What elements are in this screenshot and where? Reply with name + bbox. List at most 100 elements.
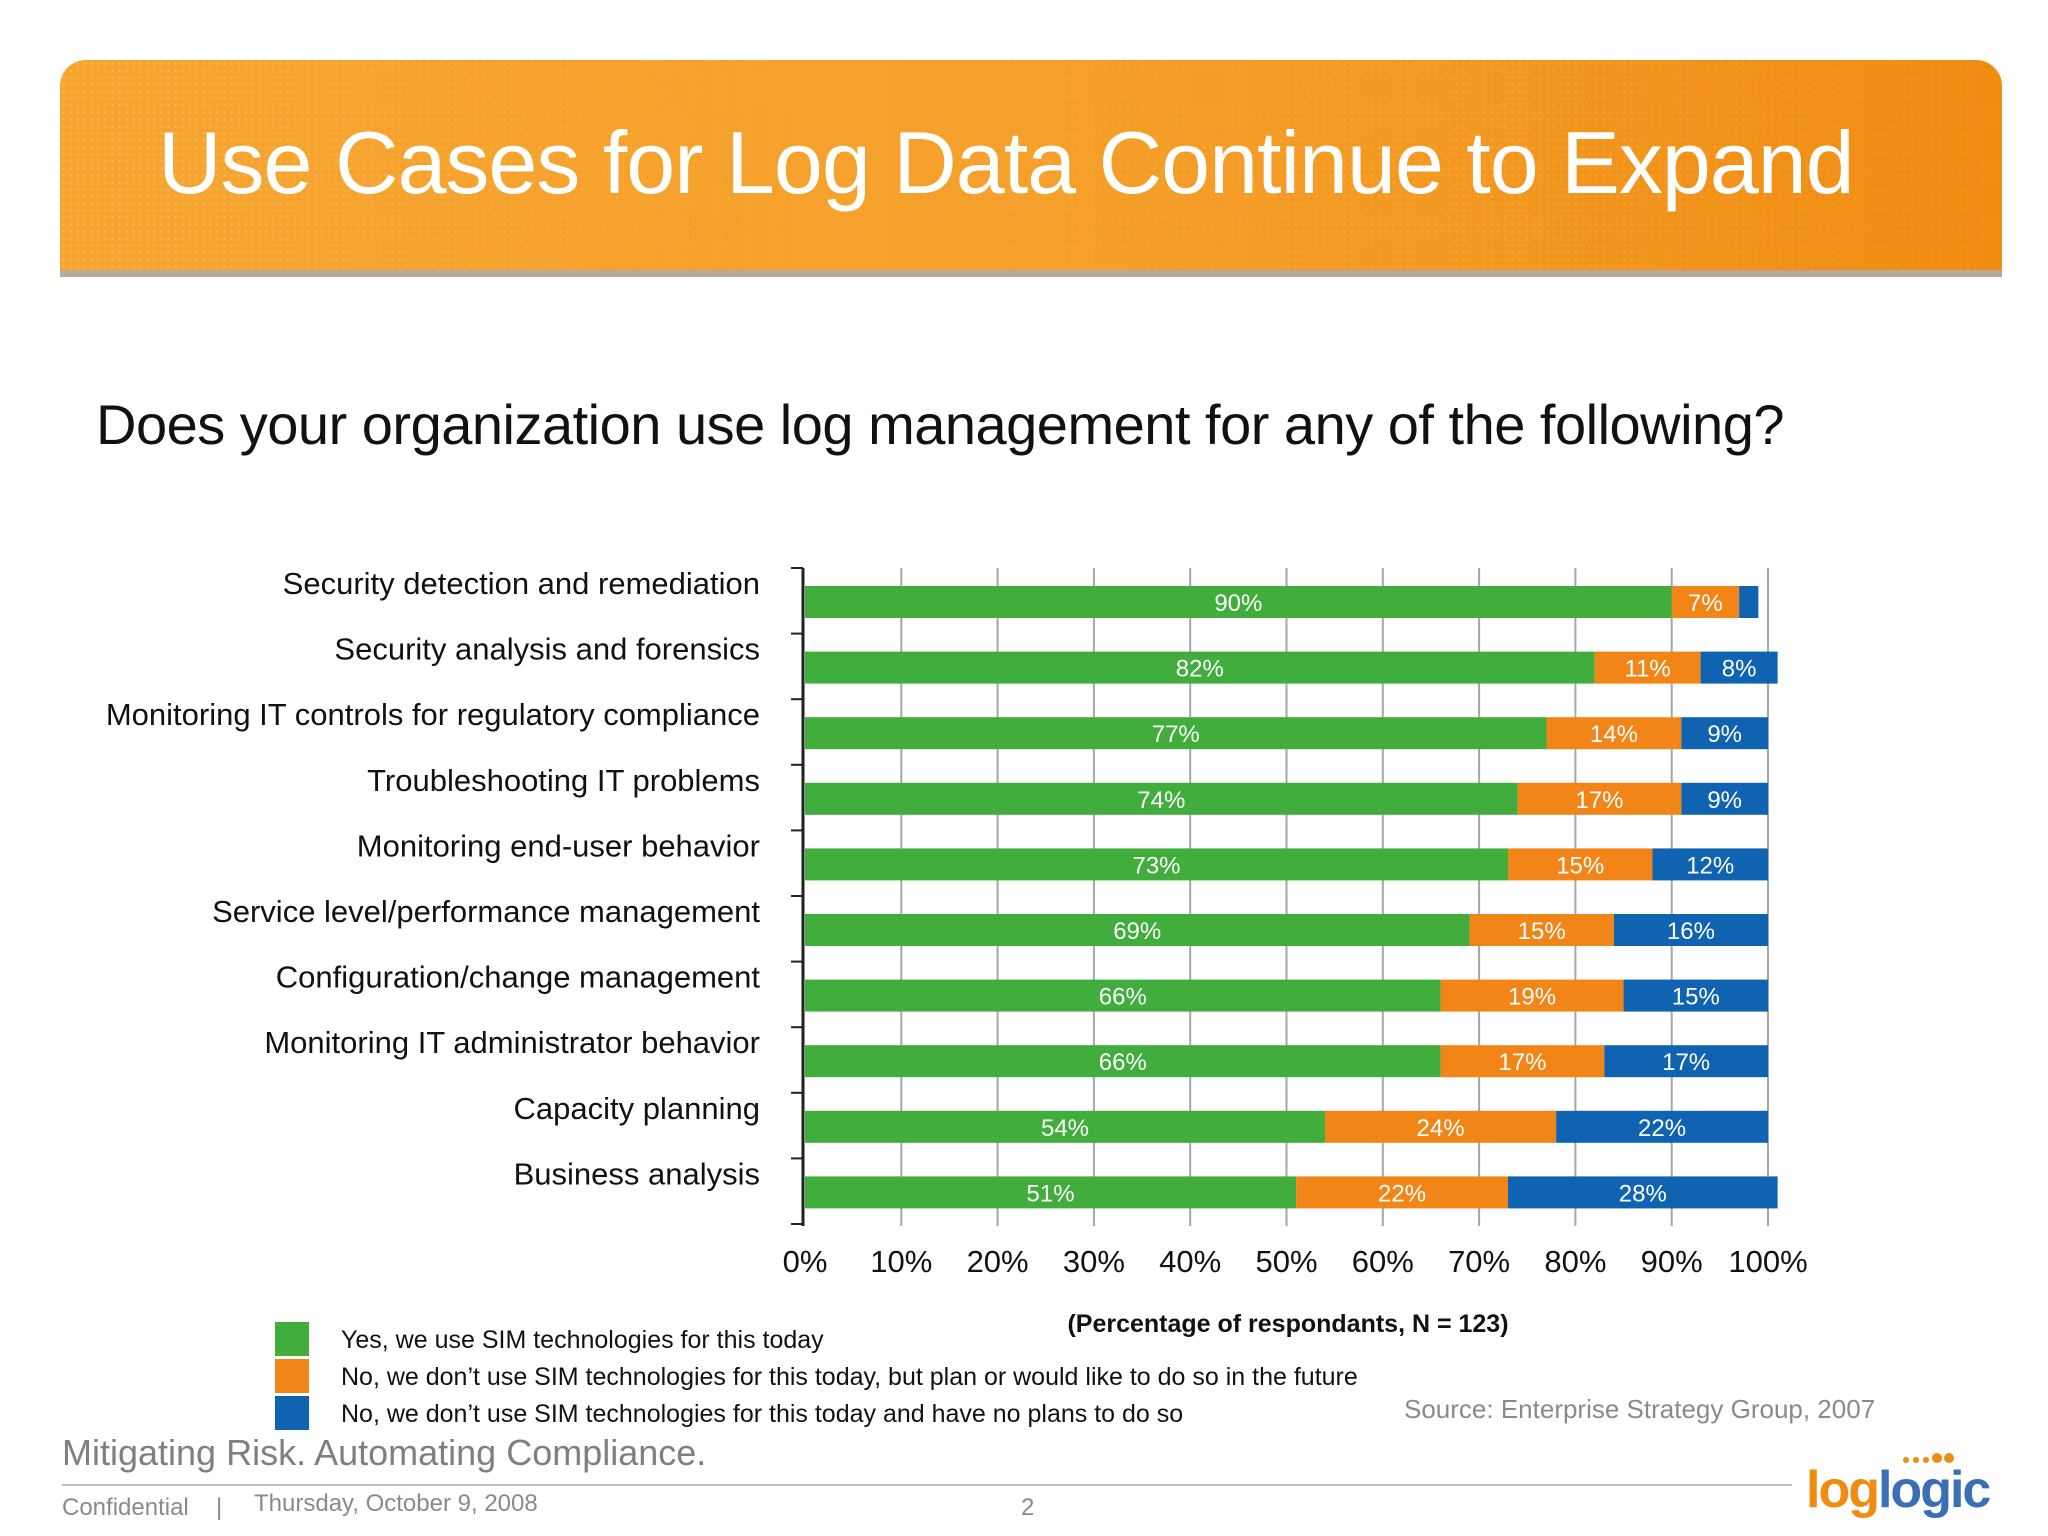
x-tick-label: 0% [783, 1244, 828, 1279]
bar-segment [1469, 914, 1614, 946]
value-label: 24% [1417, 1115, 1465, 1142]
x-tick-label: 40% [1159, 1244, 1221, 1279]
logo-text-log: log [1806, 1461, 1880, 1519]
x-tick-label: 20% [967, 1244, 1029, 1279]
source-note: Source: Enterprise Strategy Group, 2007 [1404, 1394, 1876, 1424]
x-axis-title: (Percentage of respondants, N = 123) [1067, 1310, 1508, 1338]
legend-label-plan: No, we don’t use SIM technologies for th… [341, 1363, 1358, 1391]
bar-segment [805, 914, 1470, 946]
value-label: 14% [1590, 721, 1638, 748]
bar-segment [1681, 782, 1768, 815]
value-label: 15% [1556, 852, 1604, 879]
bar-segment [1623, 979, 1768, 1012]
value-label: 17% [1498, 1049, 1546, 1076]
value-label: 19% [1508, 984, 1556, 1011]
x-tick-label: 90% [1641, 1244, 1703, 1279]
value-label: 7% [1688, 590, 1723, 617]
value-label: 69% [1113, 918, 1161, 945]
value-label: 17% [1662, 1049, 1710, 1076]
bar-segment [1681, 717, 1768, 750]
category-label: Security detection and remediation [283, 566, 760, 601]
bar-segment [1507, 848, 1653, 881]
bar-segment [1517, 782, 1682, 815]
value-label: 9% [1707, 721, 1742, 748]
value-label: 82% [1176, 656, 1224, 683]
category-label: Service level/performance management [212, 894, 760, 929]
bar-segment [805, 1176, 1297, 1209]
x-tick-label: 70% [1448, 1244, 1510, 1279]
value-label: 54% [1041, 1115, 1089, 1142]
value-label: 28% [1619, 1180, 1667, 1207]
footer-confidential: Confidential [62, 1494, 189, 1521]
legend-swatch-no [275, 1396, 309, 1430]
bar-segment [1440, 1045, 1605, 1078]
logo-dots-icon [1903, 1453, 1954, 1463]
bar-segment [805, 586, 1672, 618]
legend-label-no: No, we don’t use SIM technologies for th… [341, 1400, 1184, 1428]
bar-segment [1613, 914, 1768, 946]
bar-segment [805, 979, 1441, 1012]
x-tick-label: 60% [1352, 1244, 1414, 1279]
category-label: Business analysis [514, 1156, 760, 1191]
loglogic-logo: loglogic [1806, 1448, 1996, 1522]
footer-divider [62, 1484, 1792, 1486]
bar-segment [805, 1045, 1441, 1078]
bar-segment [805, 848, 1508, 881]
value-label: 77% [1152, 721, 1200, 748]
value-label: 90% [1214, 590, 1262, 617]
value-label: 66% [1099, 1049, 1147, 1076]
category-label: Security analysis and forensics [334, 632, 760, 667]
bar-segment [1652, 848, 1768, 881]
value-label: 12% [1686, 852, 1734, 879]
category-label: Monitoring IT administrator behavior [264, 1025, 760, 1060]
x-tick-label: 50% [1255, 1244, 1317, 1279]
value-label: 66% [1099, 984, 1147, 1011]
bar-segment [805, 1110, 1326, 1143]
bar-segment [1739, 586, 1759, 618]
logo-wordmark: loglogic [1806, 1460, 1991, 1520]
legend-swatch-yes [275, 1322, 309, 1356]
tagline: Mitigating Risk. Automating Compliance. [62, 1432, 707, 1473]
bar-segment [1700, 651, 1778, 684]
value-label: 9% [1707, 787, 1742, 814]
category-label: Troubleshooting IT problems [367, 763, 760, 798]
value-label: 22% [1378, 1180, 1426, 1207]
bar-segment [1594, 651, 1701, 684]
bar-segment [1556, 1110, 1768, 1143]
footer-separator: | [216, 1494, 223, 1521]
x-tick-label: 30% [1063, 1244, 1125, 1279]
value-label: 15% [1672, 984, 1720, 1011]
title-banner: Use Cases for Log Data Continue to Expan… [60, 60, 2002, 277]
category-label: Monitoring end-user behavior [357, 828, 760, 863]
category-label: Monitoring IT controls for regulatory co… [106, 697, 760, 732]
value-label: 22% [1638, 1115, 1686, 1142]
legend-label-yes: Yes, we use SIM technologies for this to… [341, 1326, 824, 1354]
value-label: 8% [1722, 656, 1757, 683]
value-label: 2% [1780, 590, 1815, 617]
x-tick-label: 10% [870, 1244, 932, 1279]
bar-segment [1671, 586, 1740, 618]
bar-segment [805, 782, 1518, 815]
footer-date: Thursday, October 9, 2008 [254, 1490, 538, 1517]
legend-swatch-plan [275, 1359, 309, 1393]
value-label: 17% [1575, 787, 1623, 814]
value-label: 73% [1132, 852, 1180, 879]
logo-text-logic: logic [1877, 1461, 1991, 1519]
category-label: Capacity planning [514, 1091, 760, 1126]
x-tick-label: 100% [1728, 1244, 1807, 1279]
value-label: 15% [1518, 918, 1566, 945]
bar-segment [1507, 1176, 1778, 1209]
bar-segment [1604, 1045, 1768, 1078]
bar-segment [1440, 979, 1624, 1012]
x-tick-label: 80% [1544, 1244, 1606, 1279]
value-label: 51% [1027, 1180, 1075, 1207]
value-label: 11% [1624, 656, 1670, 683]
category-label: Configuration/change management [276, 960, 761, 995]
bar-segment [1546, 717, 1682, 750]
value-label: 16% [1667, 918, 1715, 945]
slide-title: Use Cases for Log Data Continue to Expan… [158, 113, 1855, 212]
bar-segment [805, 651, 1595, 684]
bar-segment [805, 717, 1547, 750]
bar-segment [1296, 1176, 1508, 1209]
footer-page-number: 2 [1021, 1494, 1035, 1521]
